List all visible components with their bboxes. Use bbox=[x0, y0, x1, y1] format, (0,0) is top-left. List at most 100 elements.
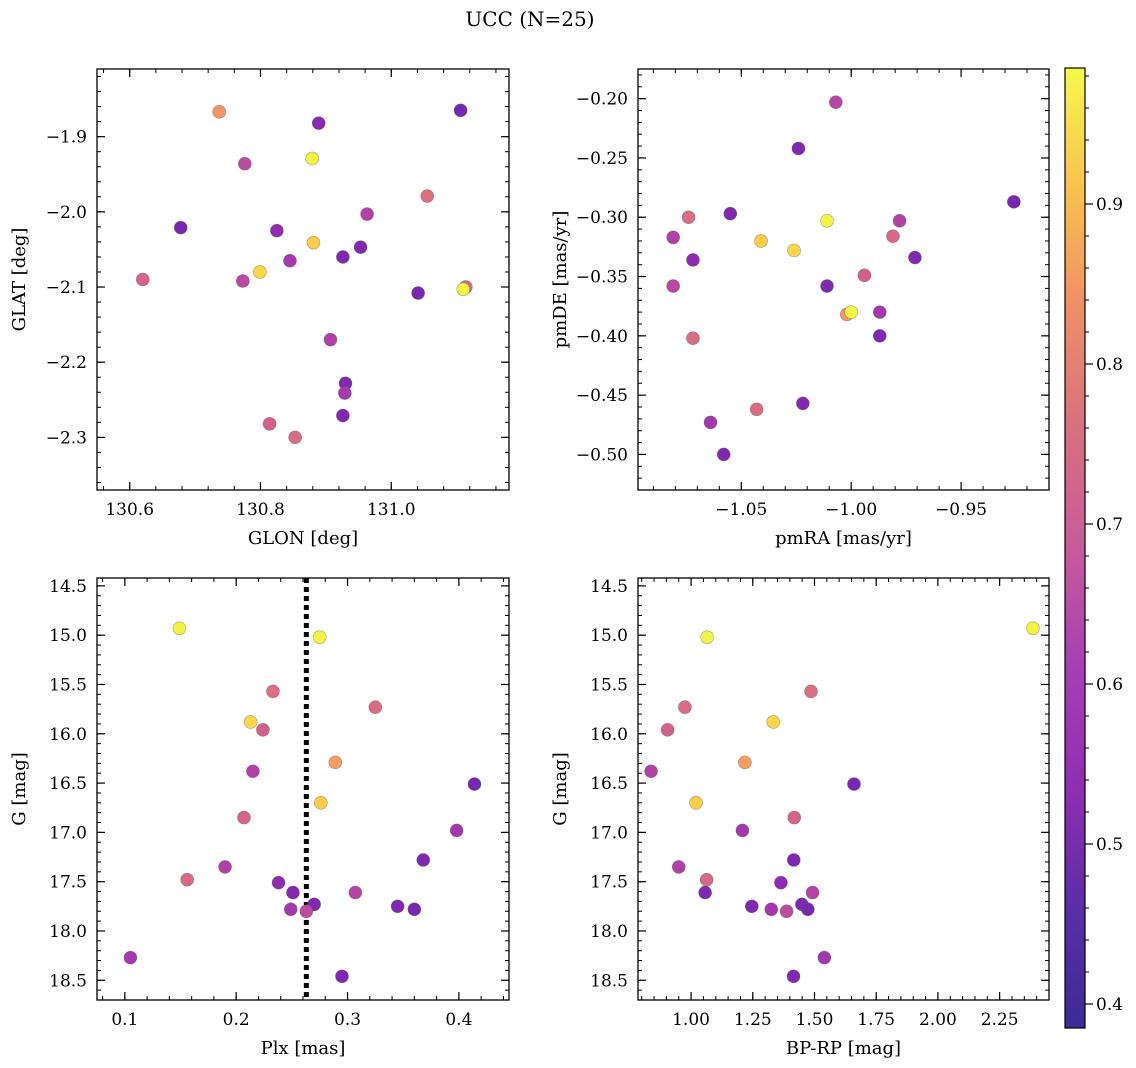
colorbar-tick-label: 0.5 bbox=[1096, 835, 1123, 855]
scatter-point bbox=[796, 396, 810, 411]
colorbar-tick-label: 0.8 bbox=[1096, 355, 1123, 375]
scatter-point bbox=[123, 950, 138, 965]
scatter-point bbox=[172, 621, 187, 636]
axes-frame bbox=[637, 68, 1050, 491]
scatter-point bbox=[703, 415, 718, 430]
scatter-point bbox=[779, 904, 794, 919]
y-tick-label: 16.5 bbox=[49, 774, 87, 794]
scatter-point bbox=[700, 630, 714, 644]
scatter-point bbox=[857, 268, 872, 283]
scatter-point bbox=[660, 723, 675, 737]
scatter-point bbox=[299, 904, 314, 919]
scatter-point bbox=[314, 796, 328, 810]
scatter-point bbox=[338, 386, 352, 400]
scatter-point bbox=[735, 823, 750, 838]
x-tick-label: 2.00 bbox=[919, 1010, 957, 1030]
scatter-point bbox=[271, 875, 286, 890]
x-tick-label: 130.6 bbox=[105, 500, 154, 520]
scatter-point bbox=[336, 250, 350, 264]
scatter-point bbox=[243, 715, 258, 729]
x-tick-label: 2.25 bbox=[981, 1010, 1019, 1030]
y-tick-label: −2.2 bbox=[46, 353, 87, 373]
scatter-point bbox=[283, 902, 298, 917]
y-tick-label: −0.35 bbox=[576, 268, 628, 288]
y-tick-label: −0.45 bbox=[576, 386, 628, 406]
scatter-point bbox=[847, 777, 861, 791]
scatter-point bbox=[738, 755, 752, 770]
y-tick-label: −0.30 bbox=[576, 208, 628, 228]
scatter-point bbox=[135, 272, 150, 287]
scatter-point bbox=[288, 430, 302, 445]
scatter-point bbox=[253, 265, 267, 279]
scatter-point bbox=[872, 329, 887, 343]
scatter-point bbox=[236, 274, 250, 288]
y-axis-label: G [mag] bbox=[550, 752, 571, 825]
axes-frame bbox=[637, 577, 1050, 1001]
scatter-point bbox=[666, 279, 680, 293]
scatter-point bbox=[323, 332, 338, 347]
scatter-point bbox=[1007, 195, 1021, 209]
y-tick-label: 17.0 bbox=[49, 823, 87, 843]
scatter-point bbox=[218, 860, 232, 874]
scatter-point bbox=[348, 885, 363, 900]
scatter-point bbox=[892, 213, 907, 228]
scatter-point bbox=[886, 229, 900, 244]
scatter-point bbox=[262, 417, 277, 431]
scatter-point bbox=[283, 253, 297, 268]
scatter-point bbox=[1026, 621, 1040, 636]
scatter-point bbox=[801, 902, 815, 917]
y-tick-label: 15.5 bbox=[49, 675, 87, 695]
x-axis-label: BP-RP [mag] bbox=[786, 1038, 901, 1059]
x-tick-label: 0.2 bbox=[223, 1010, 250, 1030]
panel-top-right: −1.05 −1.00 −0.95 −0.20 −0.25 −0.30 −0.35 −0.40… bbox=[550, 68, 1050, 549]
scatter-point bbox=[678, 700, 692, 714]
scatter-point bbox=[407, 902, 422, 917]
scatter-point bbox=[844, 305, 858, 319]
x-tick-label: 1.50 bbox=[796, 1010, 834, 1030]
scatter-point bbox=[266, 684, 280, 699]
scatter-point bbox=[681, 210, 696, 225]
axes-frame bbox=[96, 577, 510, 1001]
y-tick-label: 18.0 bbox=[590, 922, 628, 942]
scatter-point bbox=[180, 872, 194, 887]
scatter-point bbox=[749, 402, 764, 417]
scatter-point bbox=[698, 885, 712, 900]
colorbar-tick-label: 0.6 bbox=[1096, 675, 1123, 695]
scatter-point bbox=[786, 853, 801, 867]
x-axis-label: Plx [mas] bbox=[261, 1038, 346, 1059]
scatter-point bbox=[456, 282, 471, 297]
scatter-point bbox=[787, 810, 802, 825]
scatter-point bbox=[699, 872, 714, 887]
scatter-point bbox=[411, 286, 425, 300]
y-tick-label: −0.20 bbox=[576, 90, 628, 110]
y-tick-label: 16.0 bbox=[590, 725, 628, 745]
scatter-point bbox=[173, 220, 188, 235]
x-tick-label: −1.00 bbox=[825, 500, 877, 520]
x-tick-label: 0.1 bbox=[111, 1010, 138, 1030]
panel-bottom-right: 1.00 1.25 1.50 1.75 2.00 2.25 14.5 15.0 15.5 16.0… bbox=[550, 577, 1050, 1059]
y-tick-label: 16.0 bbox=[49, 725, 87, 745]
y-tick-label: 18.0 bbox=[49, 922, 87, 942]
scatter-point bbox=[766, 715, 781, 729]
scatter-point bbox=[723, 206, 738, 221]
scatter-point bbox=[270, 223, 284, 238]
scatter-point bbox=[420, 189, 435, 203]
scatter-point bbox=[644, 764, 658, 779]
scatter-point bbox=[335, 969, 349, 984]
y-tick-label: −0.50 bbox=[576, 445, 628, 465]
scatter-point bbox=[368, 700, 383, 714]
x-tick-label: 0.4 bbox=[445, 1010, 472, 1030]
panel-top-left: 130.6 130.8 131.0 −1.9 −2.0 −2.1 −2.2 −2.3 GLON … bbox=[9, 68, 510, 549]
x-tick-label: 130.8 bbox=[236, 500, 285, 520]
scatter-point bbox=[686, 253, 700, 267]
scatter-point bbox=[237, 156, 252, 171]
y-tick-label: −1.9 bbox=[46, 128, 87, 148]
scatter-point bbox=[689, 796, 703, 810]
scatter-point bbox=[453, 103, 468, 118]
scatter-point bbox=[805, 885, 820, 900]
y-tick-label: 15.0 bbox=[49, 626, 87, 646]
scatter-point bbox=[449, 823, 464, 838]
scatter-point bbox=[820, 279, 834, 293]
y-tick-label: 18.5 bbox=[49, 971, 87, 991]
y-tick-label: 18.5 bbox=[590, 971, 628, 991]
